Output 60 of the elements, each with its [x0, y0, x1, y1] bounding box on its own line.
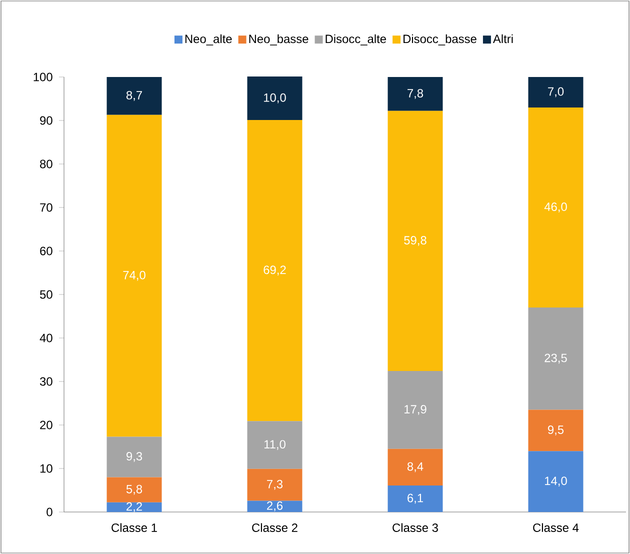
data-label: 59,8: [404, 236, 426, 246]
bar: [528, 410, 584, 452]
x-tick-label: Classe 4: [533, 523, 579, 532]
bar: [528, 76, 584, 108]
y-tick-label: 50: [40, 290, 52, 299]
data-label: 2,2: [126, 502, 142, 512]
y-tick-label: 60: [40, 246, 52, 256]
bar: [106, 502, 162, 512]
data-label: 8,7: [126, 90, 142, 101]
legend-label: Altri: [492, 34, 513, 44]
y-tick-label: 10: [40, 464, 52, 473]
data-label: 8,4: [407, 462, 424, 472]
bar: [247, 500, 302, 512]
data-label: 11,0: [264, 440, 286, 450]
data-label: 6,1: [408, 494, 423, 504]
data-label: 74,0: [123, 270, 146, 281]
bar: [388, 110, 443, 372]
bar: [247, 76, 302, 120]
y-tick-label: 40: [40, 334, 52, 342]
bar: [247, 120, 302, 422]
bar: [388, 371, 443, 449]
y-tick-label: 0: [46, 508, 52, 516]
data-label: 10,0: [264, 93, 286, 104]
x-tick-label: Classe 3: [392, 523, 438, 532]
bar: [388, 485, 443, 512]
legend-label: Disocc_basse: [404, 34, 476, 46]
data-label: 17,9: [404, 405, 426, 415]
data-label: 7,3: [267, 480, 283, 490]
data-label: 9,3: [126, 452, 142, 462]
x-tick-label: Classe 1: [112, 523, 157, 532]
bar: [388, 448, 443, 486]
y-tick-label: 30: [40, 377, 52, 386]
legend-label: Disocc_alte: [326, 34, 386, 46]
bar: [247, 468, 302, 501]
bar: [106, 76, 162, 115]
y-tick-label: 80: [40, 160, 52, 168]
data-label: 9,5: [548, 426, 564, 436]
bar: [528, 451, 584, 512]
y-tick-label: 70: [40, 203, 52, 212]
y-tick-label: 20: [40, 420, 52, 430]
data-label: 46,0: [544, 202, 567, 212]
bar: [106, 114, 162, 437]
bar: [106, 436, 162, 478]
y-tick-label: 100: [34, 72, 52, 82]
bar: [388, 76, 443, 111]
data-label: 5,8: [126, 484, 142, 495]
data-label: 14,0: [545, 476, 567, 486]
bar: [528, 107, 584, 308]
data-label: 69,2: [264, 266, 286, 276]
bar: [528, 308, 584, 410]
y-tick-label: 90: [40, 116, 52, 125]
data-label: 23,5: [544, 354, 567, 364]
bar: [106, 477, 162, 502]
x-tick-label: Classe 2: [252, 523, 298, 532]
data-label: 2,6: [267, 501, 283, 512]
legend-label: Neo_basse: [249, 34, 308, 46]
bar: [247, 421, 302, 469]
data-label: 7,8: [408, 89, 424, 99]
legend-label: Neo_alte: [185, 34, 232, 46]
data-label: 7,0: [548, 87, 564, 98]
